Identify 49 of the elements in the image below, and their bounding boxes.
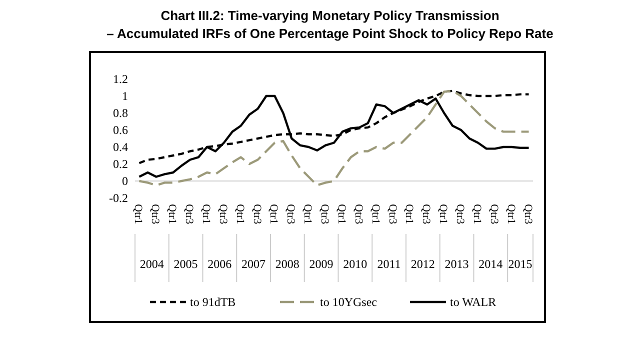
chart-subtitle: – Accumulated IRFs of One Percentage Point Shock to Policy Repo Rate	[106, 26, 554, 41]
x-tick-label: Qtr1	[403, 204, 416, 224]
legend-label: to WALR	[450, 295, 496, 309]
text: 2005	[174, 257, 198, 271]
y-tick-label: 0.8	[113, 106, 128, 120]
x-tick-label: Qtr1	[335, 204, 348, 224]
x-tick-label: Qtr3	[216, 204, 229, 225]
x-tick-label: Qtr3	[386, 204, 398, 225]
x-tick-label: Qtr3	[183, 204, 196, 225]
x-tick-label: Qtr1	[166, 204, 178, 224]
x-tick-label: Qtr3	[352, 204, 364, 225]
x-tick-label: Qtr1	[302, 204, 314, 224]
text: 2007	[242, 257, 266, 271]
x-tick-label: Qtr1	[268, 204, 280, 224]
text: 2004	[140, 257, 164, 271]
x-tick-label: Qtr3	[318, 204, 331, 225]
y-tick-label: 0.4	[113, 140, 128, 154]
x-tick-label: Qtr1	[200, 204, 212, 224]
x-tick-label: Qtr3	[284, 204, 297, 225]
text: 2014	[478, 257, 503, 271]
x-tick-label: Qtr3	[488, 204, 500, 225]
x-tick-label: Qtr1	[470, 204, 483, 224]
y-tick-label: -0.2	[109, 191, 128, 205]
text: 2008	[275, 257, 300, 271]
text: 2009	[309, 257, 334, 271]
x-tick-label: Qtr1	[132, 204, 144, 224]
x-tick-label: Qtr3	[454, 204, 466, 225]
x-tick-label: Qtr3	[522, 204, 534, 225]
legend-label: to 91dTB	[190, 295, 236, 309]
x-tick-label: Qtr1	[234, 204, 246, 224]
x-tick-label: Qtr3	[420, 204, 432, 225]
x-tick-label: Qtr3	[149, 204, 162, 225]
text: 2010	[343, 257, 368, 271]
text: 2013	[444, 257, 469, 271]
y-tick-label: 0.6	[113, 123, 128, 137]
x-tick-label: Qtr1	[437, 204, 450, 224]
text: 2011	[377, 257, 401, 271]
x-tick-label: Qtr1	[504, 204, 517, 224]
text: 2015	[508, 257, 532, 271]
legend-label: to 10YGsec	[320, 295, 377, 309]
y-tick-label: 0.2	[113, 157, 128, 171]
y-tick-label: 1	[122, 89, 128, 103]
text: 2012	[410, 257, 435, 271]
x-tick-label: Qtr1	[369, 204, 382, 224]
chart-title: Chart III.2: Time-varying Monetary Policy Transmission	[160, 8, 500, 23]
y-tick-label: 0	[122, 174, 128, 188]
y-tick-label: 1.2	[113, 72, 128, 86]
text: 2006	[208, 257, 232, 271]
x-tick-label: Qtr3	[250, 204, 263, 225]
